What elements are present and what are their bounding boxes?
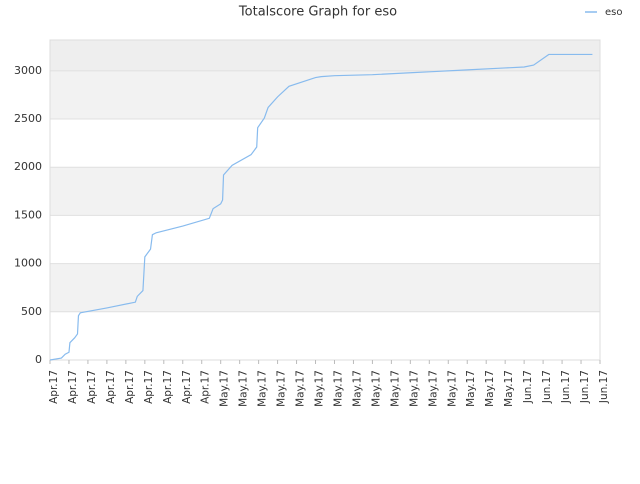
x-tick-label: May.17	[446, 370, 458, 407]
y-tick-label: 2500	[14, 112, 42, 125]
x-tick-label: Jun.17	[598, 370, 610, 404]
x-tick-label: May.17	[408, 370, 420, 407]
x-tick-label: Apr.17	[86, 370, 98, 404]
x-tick-label: May.17	[427, 370, 439, 407]
x-tick-label: May.17	[276, 370, 288, 407]
plot-band	[50, 167, 600, 216]
x-tick-label: Jun.17	[579, 370, 591, 404]
plot-band	[50, 119, 600, 168]
x-tick-label: May.17	[389, 370, 401, 407]
x-tick-label: Jun.17	[541, 370, 553, 404]
y-tick-label: 1500	[14, 208, 42, 221]
legend-label: eso	[605, 7, 622, 18]
plot-band	[50, 70, 600, 120]
x-tick-label: May.17	[332, 370, 344, 407]
x-tick-label: Apr.17	[48, 370, 60, 404]
data-line	[49, 53, 593, 361]
x-tick-label: Apr.17	[124, 370, 136, 404]
chart-title: Totalscore Graph for eso	[238, 5, 397, 20]
x-tick-label: May.17	[219, 370, 231, 407]
x-tick-label: Jun.17	[522, 370, 534, 404]
x-tick-label: May.17	[465, 370, 477, 407]
y-tick-label: 0	[35, 353, 42, 366]
y-tick-label: 1000	[14, 257, 42, 270]
x-tick-label: May.17	[351, 370, 363, 407]
plot-band	[50, 40, 600, 71]
x-tick-label: Apr.17	[200, 370, 212, 404]
y-tick-label: 3000	[14, 64, 42, 77]
x-tick-label: May.17	[484, 370, 496, 407]
x-tick-label: May.17	[257, 370, 269, 407]
x-tick-label: Jun.17	[560, 370, 572, 404]
x-tick-label: May.17	[295, 370, 307, 407]
x-tick-label: Apr.17	[105, 370, 117, 404]
x-tick-label: Apr.17	[181, 370, 193, 404]
y-tick-label: 500	[21, 305, 42, 318]
x-tick-label: May.17	[314, 370, 326, 407]
x-tick-label: Apr.17	[143, 370, 155, 404]
plot-band	[50, 263, 600, 312]
x-tick-label: May.17	[503, 370, 515, 407]
x-tick-label: May.17	[370, 370, 382, 407]
plot-border	[49, 39, 601, 361]
x-tick-label: Apr.17	[162, 370, 174, 404]
x-tick-label: May.17	[238, 370, 250, 407]
plot-band	[50, 215, 600, 264]
y-tick-label: 2000	[14, 160, 42, 173]
plot-band	[50, 311, 600, 360]
x-tick-label: Apr.17	[67, 370, 79, 404]
